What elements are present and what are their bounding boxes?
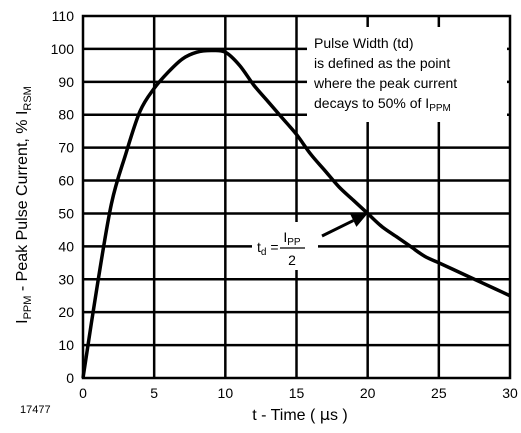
- pulse-curve: [81, 48, 511, 379]
- x-tick-label: 30: [502, 385, 518, 401]
- td-label: td = IPP 2: [257, 229, 305, 268]
- x-axis-label: t - Time ( µs ): [252, 405, 348, 424]
- y-axis-ticks: 0 10 20 30 40 50 60 70 80 90 100 110: [51, 8, 75, 386]
- y-tick-label: 30: [58, 271, 74, 287]
- td-arrow-head: [350, 213, 368, 227]
- x-tick-label: 0: [79, 385, 87, 401]
- y-tick-label: 10: [58, 337, 74, 353]
- y-tick-label: 90: [58, 74, 74, 90]
- y-tick-label: 40: [58, 238, 74, 254]
- y-tick-label: 0: [66, 370, 74, 386]
- x-tick-label: 15: [289, 385, 305, 401]
- note-line: Pulse Width (td): [314, 35, 414, 51]
- td-symbol: td =: [257, 239, 279, 258]
- x-tick-label: 10: [218, 385, 234, 401]
- pulse-width-note: Pulse Width (td) is defined as the point w…: [313, 35, 457, 114]
- td-label-background: [252, 222, 318, 270]
- y-tick-label: 80: [58, 107, 74, 123]
- y-axis-label: IPPM - Peak Pulse Current, % IRSM: [14, 86, 34, 324]
- note-line: where the peak current: [313, 75, 457, 91]
- x-axis-ticks: 0 5 10 15 20 25 30: [79, 385, 518, 401]
- figure-id: 17477: [20, 404, 51, 416]
- y-tick-label: 70: [58, 140, 74, 156]
- note-line: is defined as the point: [314, 55, 450, 71]
- y-tick-label: 50: [58, 205, 74, 221]
- y-tick-label: 20: [58, 304, 74, 320]
- plot-frame: [81, 14, 512, 380]
- note-line: decays to 50% of IPPM: [314, 95, 451, 114]
- td-arrow: [321, 219, 354, 238]
- annotation-background: [307, 27, 507, 122]
- td-denominator: 2: [288, 252, 296, 268]
- td-numerator: IPP: [283, 229, 301, 248]
- y-tick-label: 100: [51, 41, 75, 57]
- x-tick-label: 20: [360, 385, 376, 401]
- x-tick-label: 5: [150, 385, 158, 401]
- x-tick-label: 25: [431, 385, 447, 401]
- y-tick-label: 60: [58, 173, 74, 189]
- y-tick-label: 110: [52, 8, 75, 24]
